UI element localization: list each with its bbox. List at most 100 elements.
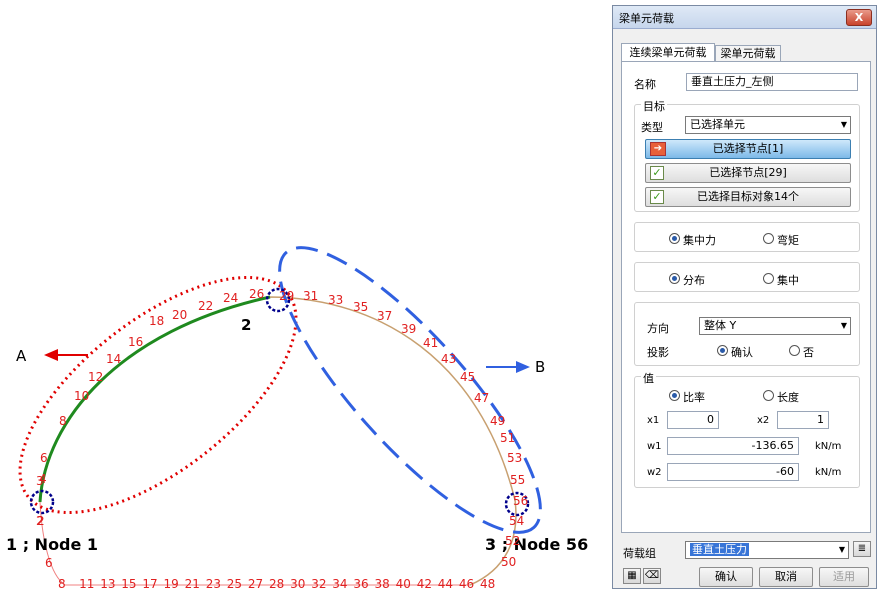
check-icon: ✓ xyxy=(650,190,664,204)
selected-targets-button[interactable]: ✓ 已选择目标对象14个 xyxy=(645,187,851,207)
direction-select[interactable]: 整体 Y ▼ xyxy=(699,317,851,335)
element-label: 11 xyxy=(79,577,94,591)
tab-continuous-beam-load[interactable]: 连续梁单元荷载 xyxy=(621,43,715,61)
blue-dashed-ellipse xyxy=(278,246,542,534)
arch-member xyxy=(39,296,517,586)
element-label: 12 xyxy=(88,370,103,384)
radio-distributed[interactable] xyxy=(669,273,680,284)
element-label: 37 xyxy=(377,309,392,323)
radio-projection-yes[interactable] xyxy=(717,345,728,356)
element-label: 13 xyxy=(100,577,115,591)
radio-moment[interactable] xyxy=(763,233,774,244)
ok-button[interactable]: 确认 xyxy=(699,567,753,587)
radio-concentrated-force[interactable] xyxy=(669,233,680,244)
type-select-value: 已选择单元 xyxy=(690,118,745,131)
close-button[interactable]: X xyxy=(846,9,872,26)
element-label: 18 xyxy=(149,314,164,328)
element-label: 23 xyxy=(206,577,221,591)
selected-member-green xyxy=(38,295,271,503)
x2-label: x2 xyxy=(757,415,770,426)
radio-projection-no[interactable] xyxy=(789,345,800,356)
node-circle-56[interactable] xyxy=(504,491,530,517)
node-circle-2[interactable] xyxy=(265,287,291,313)
selected-node-1-button[interactable]: ➔ 已选择节点[1] xyxy=(645,139,851,159)
radio-ratio-label: 比率 xyxy=(683,391,705,404)
element-label: 20 xyxy=(172,308,187,322)
w2-input[interactable]: -60 xyxy=(667,463,799,481)
element-label: 4 xyxy=(39,472,47,486)
load-group-select[interactable]: 垂直土压力 ▼ xyxy=(685,541,849,559)
cancel-button[interactable]: 取消 xyxy=(759,567,813,587)
element-label: 41 xyxy=(423,336,438,350)
element-label: 14 xyxy=(106,352,121,366)
target-group: 目标 类型 已选择单元 ▼ ➔ 已选择节点[1] ✓ 已选择节点[29] ✓ 已… xyxy=(634,98,860,212)
dialog-title: 梁单元荷载 xyxy=(619,12,674,25)
element-label: 40 xyxy=(396,577,411,591)
element-label: 42 xyxy=(417,577,432,591)
node-circle-1[interactable] xyxy=(29,489,55,515)
arrow-right-icon: ➔ xyxy=(650,142,666,156)
element-label: 6 xyxy=(45,556,53,570)
node-label-right: 3 ; Node 56 xyxy=(485,535,588,554)
element-label: 31 xyxy=(303,289,318,303)
element-label: 27 xyxy=(248,577,263,591)
chevron-down-icon: ▼ xyxy=(840,321,847,330)
radio-length[interactable] xyxy=(763,390,774,401)
force-type-group: 集中力 弯矩 xyxy=(634,222,860,252)
radio-projection-no-label: 否 xyxy=(803,346,814,359)
apply-button[interactable]: 适用 xyxy=(819,567,869,587)
table-icon[interactable]: ▦ xyxy=(623,568,641,584)
element-label: 32 xyxy=(311,577,326,591)
element-label: 35 xyxy=(353,300,368,314)
selected-node-29-button[interactable]: ✓ 已选择节点[29] xyxy=(645,163,851,183)
radio-ratio[interactable] xyxy=(669,390,680,401)
chevron-down-icon: ▼ xyxy=(838,545,845,554)
element-label: 47 xyxy=(474,391,489,405)
check-icon: ✓ xyxy=(650,166,664,180)
load-group-manager-icon[interactable]: ≣ xyxy=(853,541,871,557)
type-select[interactable]: 已选择单元 ▼ xyxy=(685,116,851,134)
element-label: 6 xyxy=(40,451,48,465)
element-label: 55 xyxy=(510,473,525,487)
radio-concentrated-label: 集中 xyxy=(777,274,799,287)
element-label: 15 xyxy=(121,577,136,591)
eraser-icon[interactable]: ⌫ xyxy=(643,568,661,584)
direction-select-value: 整体 Y xyxy=(704,319,737,332)
w2-unit: kN/m xyxy=(815,467,842,478)
tab-beam-load[interactable]: 梁单元荷载 xyxy=(715,45,781,61)
element-label: 44 xyxy=(438,577,453,591)
element-label: 33 xyxy=(328,293,343,307)
element-label: 51 xyxy=(500,431,515,445)
w1-input[interactable]: -136.65 xyxy=(667,437,799,455)
name-input[interactable]: 垂直土压力_左侧 xyxy=(686,73,858,91)
w1-unit: kN/m xyxy=(815,441,842,452)
element-label: 24 xyxy=(223,291,238,305)
element-label: 17 xyxy=(142,577,157,591)
element-label: 2 xyxy=(36,514,44,528)
radio-length-label: 长度 xyxy=(777,391,799,404)
chevron-down-icon: ▼ xyxy=(840,120,847,129)
target-group-title: 目标 xyxy=(641,98,667,114)
radio-projection-yes-label: 确认 xyxy=(731,346,753,359)
x1-input[interactable]: 0 xyxy=(667,411,719,429)
element-label: 52 xyxy=(505,534,520,548)
element-label: 46 xyxy=(459,577,474,591)
radio-concentrated-force-label: 集中力 xyxy=(683,234,716,247)
element-label: 10 xyxy=(74,389,89,403)
x2-input[interactable]: 1 xyxy=(777,411,829,429)
node-label-top: 2 xyxy=(241,316,251,334)
element-label: 8 xyxy=(59,414,67,428)
element-label: 26 xyxy=(249,287,264,301)
title-bar: 梁单元荷载 X xyxy=(613,6,876,29)
element-label: 48 xyxy=(480,577,495,591)
element-label: 28 xyxy=(269,577,284,591)
w1-label: w1 xyxy=(647,441,662,452)
radio-concentrated[interactable] xyxy=(763,273,774,284)
element-label: 21 xyxy=(185,577,200,591)
element-label: 38 xyxy=(375,577,390,591)
selected-node-29-label: 已选择节点[29] xyxy=(709,166,787,179)
element-label: 22 xyxy=(198,299,213,313)
direction-group: 方向 整体 Y ▼ 投影 确认 否 xyxy=(634,302,860,366)
